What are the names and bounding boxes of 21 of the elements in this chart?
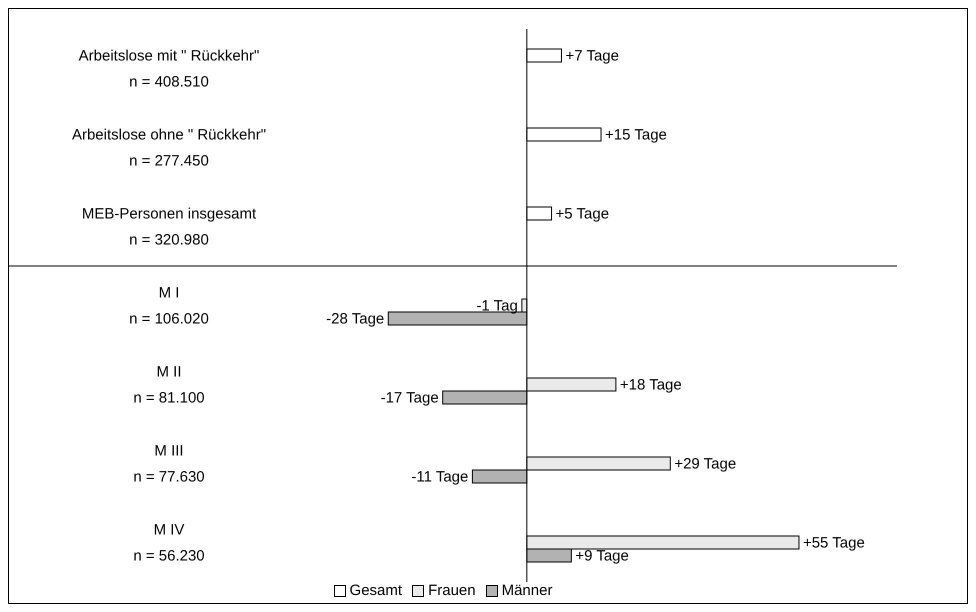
legend-label: Gesamt bbox=[348, 582, 402, 599]
data-label: +55 Tage bbox=[802, 534, 865, 552]
data-label: +29 Tage bbox=[674, 456, 736, 472]
data-label: +7 Tage bbox=[565, 48, 619, 64]
data-label: -17 Tage bbox=[380, 390, 439, 406]
legend-label: Männer bbox=[500, 582, 552, 599]
y-tick-label: MEB-Personen insgesamt n = 320.980 bbox=[82, 206, 257, 248]
data-label: -28 Tage bbox=[326, 310, 384, 328]
y-tick-label: Arbeitslose ohne " Rückkehr" n = 277.450 bbox=[72, 126, 266, 170]
y-tick-label: M IV n = 56.230 bbox=[133, 522, 205, 564]
data-label: +9 Tage bbox=[575, 548, 629, 564]
y-tick-label: M III n = 77.630 bbox=[133, 442, 205, 486]
data-label: +5 Tage bbox=[556, 206, 610, 222]
legend-label: Frauen bbox=[427, 582, 476, 599]
data-label: +18 Tage bbox=[620, 376, 682, 394]
data-label: +15 Tage bbox=[605, 126, 667, 144]
y-tick-label: Arbeitslose mit " Rückkehr" n = 408.510 bbox=[78, 48, 260, 90]
y-tick-label: M I n = 106.020 bbox=[129, 284, 209, 328]
y-tick-label: M II n = 81.100 bbox=[133, 364, 205, 406]
data-label: -11 Tage bbox=[411, 468, 468, 486]
data-label: -1 Tag bbox=[476, 298, 518, 314]
